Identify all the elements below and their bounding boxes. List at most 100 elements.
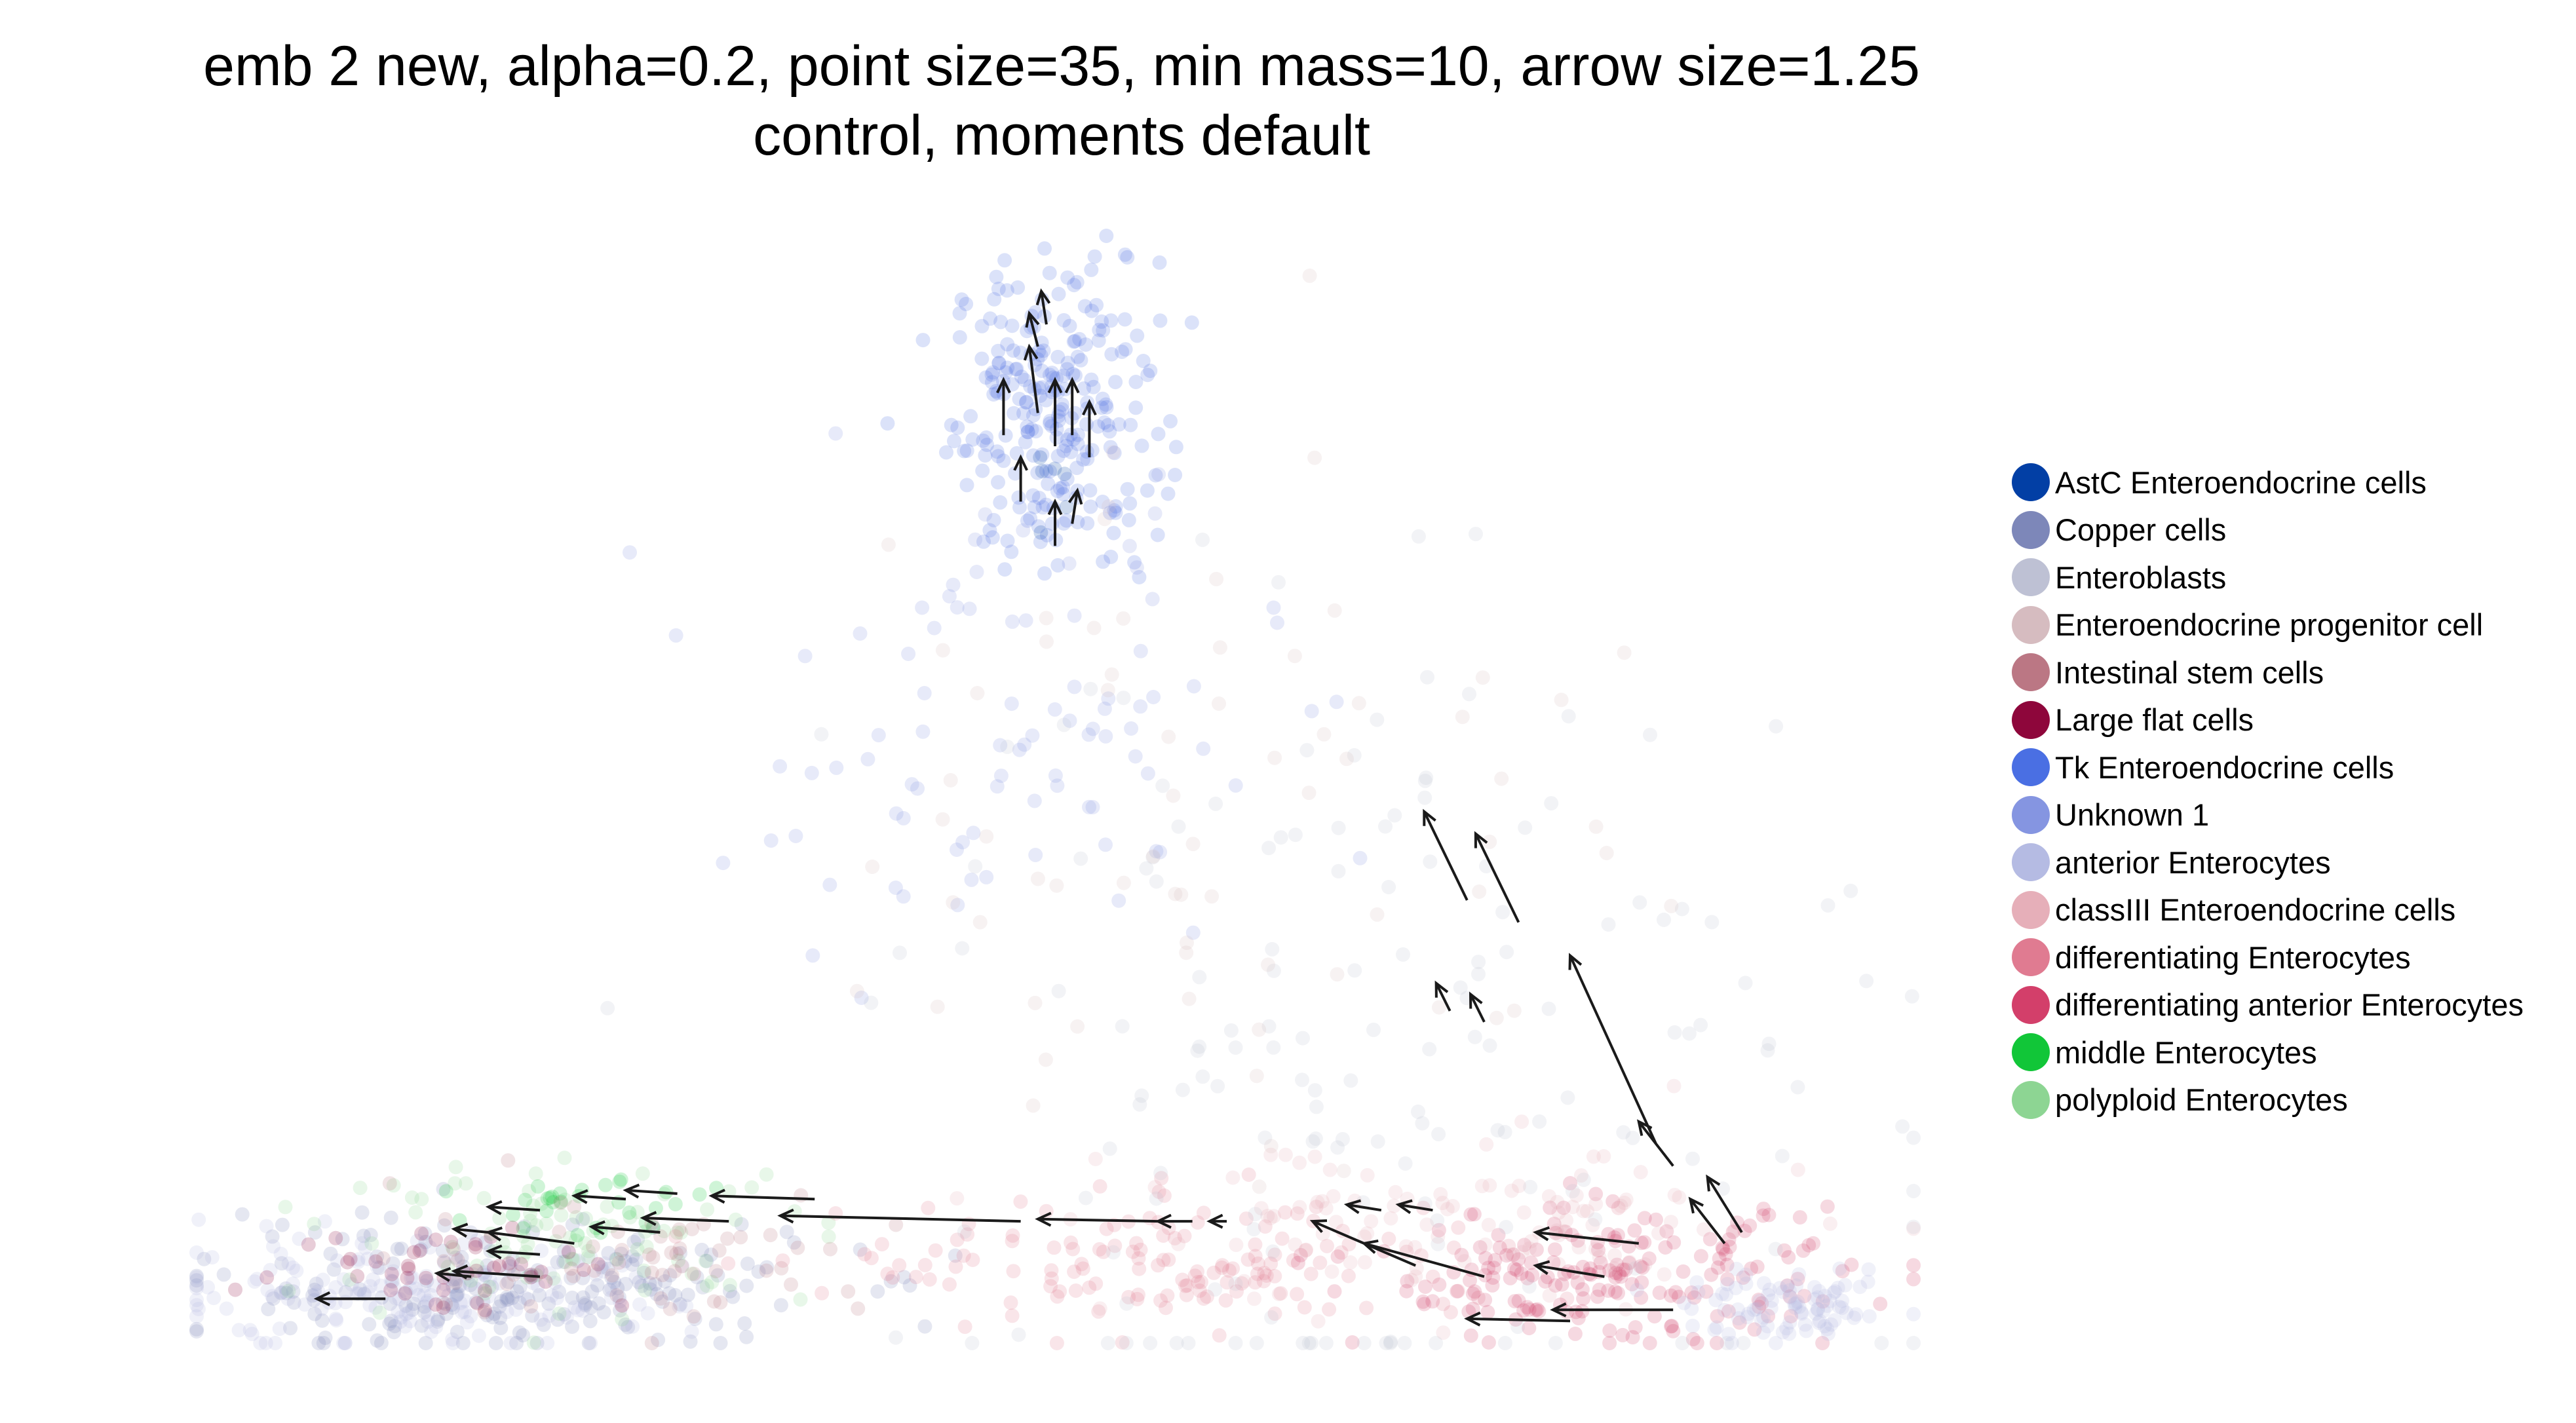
velocity-arrow-head <box>623 1183 640 1199</box>
data-point <box>1608 1270 1623 1285</box>
data-point <box>1710 1309 1725 1324</box>
data-point <box>358 1240 373 1255</box>
data-point <box>1148 468 1163 483</box>
data-point <box>1601 1226 1616 1242</box>
data-point <box>1309 1200 1324 1215</box>
data-point <box>1331 820 1346 835</box>
data-point <box>298 1297 313 1312</box>
data-point <box>653 1291 668 1306</box>
data-point <box>550 1255 565 1270</box>
data-point <box>1780 1278 1795 1293</box>
data-point <box>948 1248 963 1263</box>
data-point <box>698 1253 713 1268</box>
data-point <box>1318 1201 1334 1216</box>
data-point <box>670 1225 685 1240</box>
data-point <box>418 1336 433 1350</box>
data-point <box>577 1236 592 1251</box>
data-point <box>1018 395 1033 410</box>
data-point <box>999 283 1014 298</box>
data-point <box>468 1237 483 1252</box>
data-point <box>516 1221 531 1236</box>
data-point <box>1208 1282 1223 1297</box>
data-point <box>1370 712 1385 727</box>
data-point <box>1347 748 1362 763</box>
data-point <box>1809 1306 1823 1321</box>
data-point <box>704 1247 719 1262</box>
data-point <box>1516 1303 1531 1318</box>
data-point <box>1330 1140 1345 1155</box>
data-point <box>382 1176 397 1191</box>
data-point <box>960 1227 975 1242</box>
data-point <box>344 1277 359 1292</box>
data-point <box>448 1176 463 1191</box>
velocity-arrow-head <box>1550 1302 1567 1318</box>
data-point <box>668 1288 683 1302</box>
data-point <box>1012 742 1027 757</box>
data-point <box>991 356 1007 371</box>
data-point <box>189 1298 204 1313</box>
data-point <box>428 1297 443 1312</box>
data-point <box>1704 915 1720 930</box>
data-point <box>1817 1319 1832 1334</box>
legend-swatch <box>2012 795 2050 834</box>
data-point <box>1725 1224 1740 1240</box>
data-point <box>1271 1287 1286 1302</box>
data-point <box>450 1286 465 1301</box>
data-point <box>1575 1304 1590 1319</box>
data-point <box>1388 1185 1403 1200</box>
data-point <box>1194 1274 1208 1289</box>
data-point <box>398 1286 413 1301</box>
data-point <box>355 1205 370 1220</box>
data-point <box>966 825 981 841</box>
data-point <box>1431 1236 1446 1251</box>
data-point <box>1514 1245 1529 1260</box>
data-point <box>370 1249 385 1264</box>
data-point <box>1542 1288 1557 1303</box>
data-point <box>910 781 925 796</box>
data-point <box>480 1258 495 1273</box>
data-point <box>1607 1284 1623 1299</box>
data-point <box>684 1324 699 1339</box>
data-point <box>1674 901 1689 917</box>
data-point <box>1059 438 1074 453</box>
data-point <box>978 370 993 385</box>
data-point <box>1609 1257 1624 1272</box>
data-point <box>1531 1304 1547 1319</box>
data-point <box>1528 1302 1543 1318</box>
data-point <box>615 1258 630 1273</box>
data-point <box>1020 324 1035 339</box>
data-point <box>1360 1167 1375 1183</box>
data-point <box>1064 444 1079 459</box>
data-point <box>1290 1206 1305 1221</box>
data-point <box>1592 1282 1607 1297</box>
data-point <box>915 600 930 615</box>
data-point <box>1182 991 1197 1006</box>
data-point <box>281 1256 296 1271</box>
data-point <box>1664 1319 1679 1334</box>
velocity-arrow <box>708 1188 815 1204</box>
data-point <box>1044 1271 1059 1286</box>
data-point <box>1106 525 1121 541</box>
data-point <box>1151 1185 1166 1199</box>
data-point <box>1145 850 1161 865</box>
data-point <box>1611 1228 1625 1243</box>
data-point <box>1056 717 1071 732</box>
data-point <box>871 728 886 743</box>
velocity-arrow <box>434 1267 472 1282</box>
data-point <box>1168 468 1183 482</box>
data-point <box>1327 603 1342 618</box>
data-point <box>575 1290 590 1305</box>
data-point <box>804 765 819 780</box>
data-point <box>1307 1083 1322 1098</box>
data-point <box>1408 1240 1423 1255</box>
data-point <box>1520 1300 1535 1315</box>
data-point <box>1471 955 1486 970</box>
data-point <box>482 1289 497 1304</box>
velocity-arrow-head <box>1064 377 1080 394</box>
data-point <box>1422 1042 1437 1057</box>
velocity-arrow <box>1550 1302 1674 1318</box>
velocity-arrow <box>640 1211 729 1226</box>
data-point <box>1171 819 1186 834</box>
data-point <box>1047 461 1062 476</box>
data-point <box>950 420 965 435</box>
